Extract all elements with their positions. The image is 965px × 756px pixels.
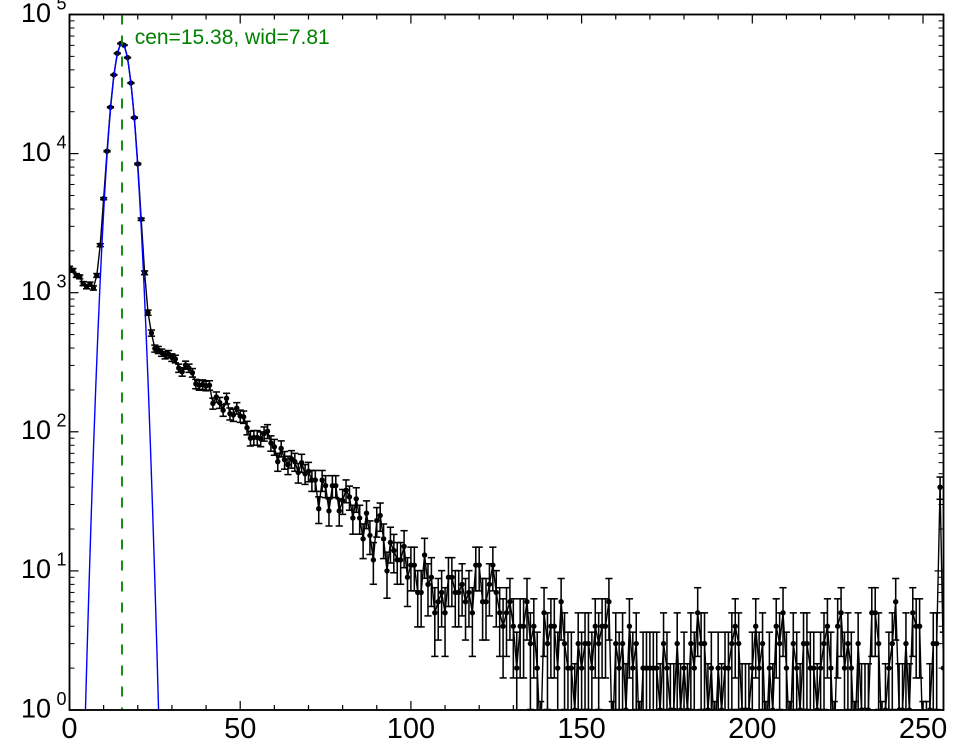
svg-text:0: 0	[61, 713, 77, 745]
svg-text:1: 1	[57, 550, 67, 570]
svg-text:5: 5	[57, 0, 67, 13]
svg-text:10: 10	[21, 693, 51, 723]
svg-text:0: 0	[57, 689, 67, 709]
svg-text:3: 3	[57, 272, 67, 292]
svg-text:10: 10	[21, 276, 51, 306]
svg-text:10: 10	[21, 415, 51, 445]
svg-text:150: 150	[557, 713, 605, 745]
svg-text:10: 10	[21, 137, 51, 167]
svg-text:10: 10	[21, 554, 51, 584]
svg-text:2: 2	[57, 411, 67, 431]
svg-text:10: 10	[21, 0, 51, 28]
svg-text:4: 4	[57, 132, 67, 152]
svg-text:200: 200	[728, 713, 776, 745]
svg-text:250: 250	[899, 713, 947, 745]
svg-text:cen=15.38, wid=7.81: cen=15.38, wid=7.81	[135, 26, 330, 49]
svg-text:100: 100	[387, 713, 435, 745]
svg-text:50: 50	[224, 713, 256, 745]
